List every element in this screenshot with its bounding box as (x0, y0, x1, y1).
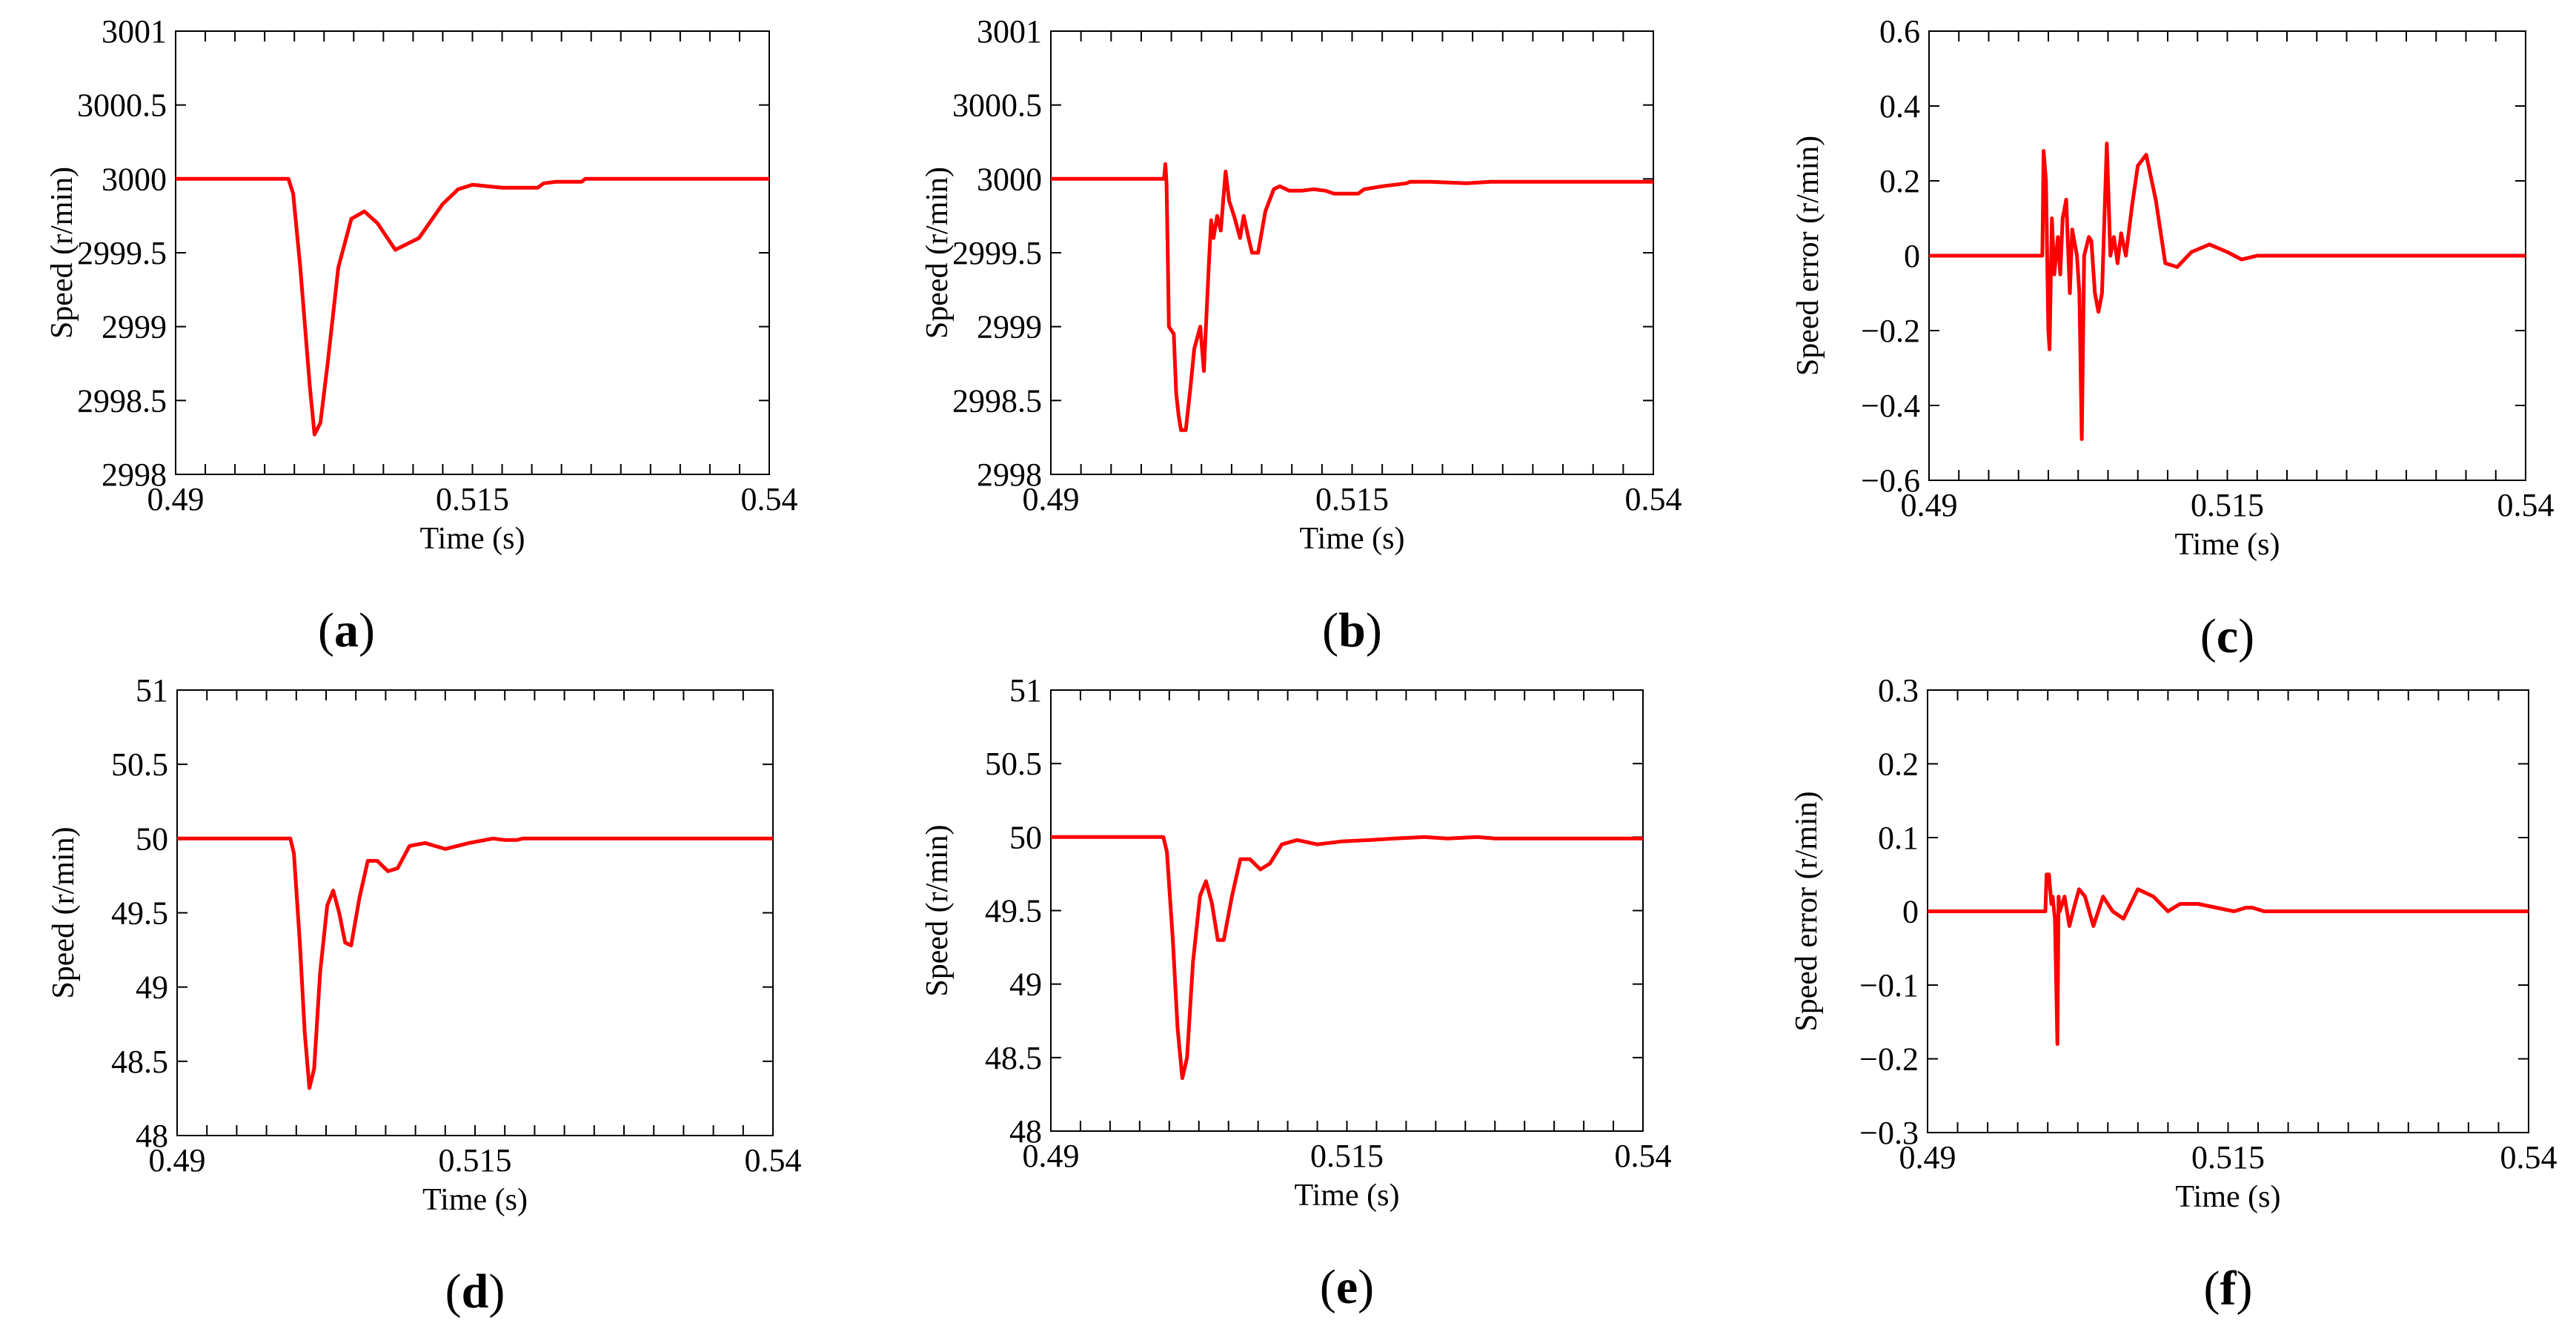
x-tick-label: 0.54 (745, 1142, 802, 1179)
panel-label: (b) (1322, 603, 1382, 657)
y-tick-label: 3001 (102, 13, 167, 50)
panel-label: (d) (445, 1265, 505, 1319)
panel-label: (f) (2204, 1262, 2253, 1316)
y-tick-label: 0.1 (1878, 820, 1919, 856)
chart-panel-e: 48 48.5 49 49.5 50 50.5 51 0.49 0.515 0.54 Time (s… (920, 672, 1672, 1314)
series-line (1928, 872, 2529, 1047)
y-tick-label: 2999.5 (77, 235, 167, 271)
x-tick-label: 0.54 (2500, 1139, 2557, 1176)
x-axis-label: Time (s) (2175, 528, 2280, 562)
y-tick-label: 3000.5 (77, 87, 167, 124)
x-tick-label: 0.49 (147, 481, 205, 517)
y-tick-label: 3000 (977, 161, 1042, 197)
y-tick-label: 3001 (977, 13, 1042, 50)
y-tick-label: 0 (1904, 238, 1920, 274)
y-tick-label: 48 (1009, 1113, 1042, 1150)
y-axis-label: Speed (r/min) (920, 824, 955, 996)
y-tick-label: 0 (1902, 894, 1919, 930)
x-axis-label: Time (s) (420, 522, 525, 556)
y-axis-label: Speed error (r/min) (1791, 136, 1825, 376)
y-tick-label: 0.2 (1878, 746, 1919, 783)
chart-panel-a: 2998 2998.5 2999 2999.5 3000 3000.5 3001 0.49 0.… (45, 13, 798, 657)
x-tick-label: 0.54 (741, 481, 798, 517)
y-tick-label: 50 (1009, 819, 1042, 855)
x-tick-label: 0.54 (2497, 487, 2555, 523)
panel-label: (e) (1320, 1260, 1374, 1314)
x-tick-label: 0.515 (436, 481, 509, 517)
y-tick-label: 49 (1009, 967, 1042, 1003)
plot-frame (1050, 30, 1654, 475)
x-tick-label: 0.49 (1023, 1138, 1080, 1174)
x-tick-label: 0.49 (1023, 481, 1080, 517)
y-tick-label: 2998 (977, 457, 1042, 493)
y-tick-label: 48.5 (111, 1044, 168, 1080)
y-tick-label: 0.2 (1879, 163, 1920, 199)
x-tick-label: 0.54 (1625, 481, 1682, 517)
x-axis-label: Time (s) (2176, 1180, 2281, 1214)
x-axis-label: Time (s) (422, 1183, 528, 1217)
y-axis-label: Speed (r/min) (47, 826, 81, 998)
y-tick-label: 2999.5 (952, 235, 1042, 271)
y-tick-label: 50.5 (111, 746, 168, 783)
chart-panel-c: −0.6 −0.4 −0.2 0 0.2 0.4 0.6 0.49 0.515 0.54 Time … (1791, 13, 2555, 663)
y-tick-label: 2998.5 (77, 382, 167, 419)
plot-frame (176, 689, 774, 1136)
y-tick-label: 0.4 (1879, 88, 1920, 125)
y-tick-label: −0.1 (1859, 967, 1919, 1004)
y-tick-label: 0.3 (1878, 672, 1919, 709)
y-tick-label: 51 (136, 672, 168, 709)
series-line (1051, 835, 1643, 1081)
series-line (1929, 142, 2526, 441)
series-line (176, 176, 769, 437)
x-axis-label: Time (s) (1300, 522, 1405, 556)
series-line (1051, 162, 1653, 432)
y-axis-label: Speed error (r/min) (1790, 791, 1824, 1031)
y-tick-label: 0.6 (1879, 13, 1920, 50)
panel-label: (c) (2200, 609, 2254, 663)
y-tick-label: 50.5 (985, 746, 1042, 782)
y-tick-label: −0.3 (1859, 1115, 1919, 1151)
x-tick-label: 0.49 (1901, 487, 1958, 523)
y-tick-label: −0.2 (1861, 313, 1920, 349)
x-axis-label: Time (s) (1295, 1179, 1400, 1213)
y-tick-label: 49.5 (111, 895, 168, 932)
y-tick-label: −0.4 (1861, 388, 1920, 424)
plot-frame (1050, 689, 1644, 1132)
y-tick-label: −0.6 (1861, 463, 1920, 499)
x-tick-label: 0.515 (2191, 1139, 2265, 1176)
y-axis-label: Speed (r/min) (45, 167, 79, 339)
y-axis-label: Speed (r/min) (920, 167, 955, 339)
plot-frame (175, 30, 770, 475)
y-tick-label: 3000 (102, 161, 167, 197)
y-tick-label: 48.5 (985, 1040, 1042, 1076)
x-tick-label: 0.54 (1615, 1138, 1672, 1174)
x-tick-label: 0.515 (2191, 487, 2264, 523)
y-tick-label: 51 (1009, 672, 1042, 709)
chart-panel-b: 2998 2998.5 2999 2999.5 3000 3000.5 3001 0.49 0.… (920, 13, 1682, 657)
panel-label: (a) (318, 603, 375, 657)
y-tick-label: 3000.5 (952, 87, 1042, 124)
y-tick-label: −0.2 (1859, 1041, 1919, 1078)
chart-panel-d: 48 48.5 49 49.5 50 50.5 51 0.49 0.515 0.54 Time (s… (47, 672, 802, 1319)
x-tick-label: 0.515 (439, 1142, 512, 1179)
y-tick-label: 49.5 (985, 893, 1042, 929)
chart-panel-f: −0.3 −0.2 −0.1 0 0.1 0.2 0.3 0.49 0.515 0.54 Time … (1790, 672, 2557, 1316)
y-tick-label: 49 (136, 970, 168, 1006)
x-tick-label: 0.515 (1315, 481, 1389, 517)
y-tick-label: 2998.5 (952, 382, 1042, 419)
y-tick-label: 2999 (102, 309, 167, 345)
y-tick-label: 2999 (977, 309, 1042, 345)
y-tick-label: 50 (136, 821, 168, 857)
x-tick-label: 0.49 (149, 1142, 206, 1179)
x-tick-label: 0.515 (1310, 1138, 1384, 1174)
x-tick-label: 0.49 (1899, 1139, 1956, 1176)
y-tick-label: 2998 (102, 457, 167, 493)
y-tick-label: 48 (136, 1118, 168, 1154)
series-line (177, 836, 773, 1090)
